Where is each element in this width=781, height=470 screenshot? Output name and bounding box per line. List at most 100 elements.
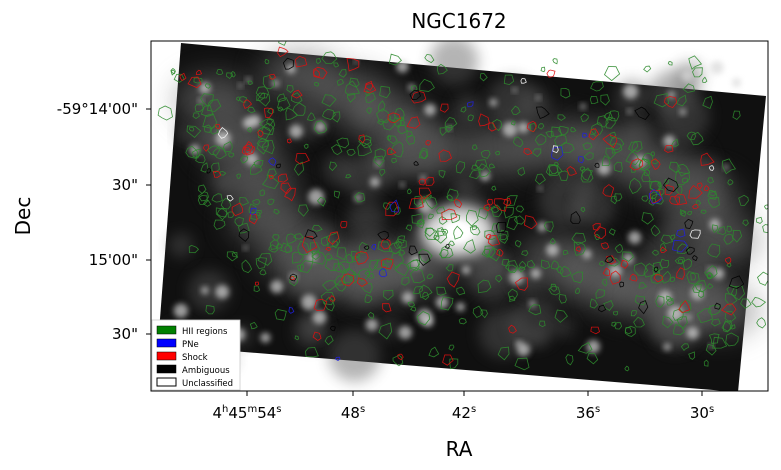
- hii-region-contour: [426, 273, 434, 280]
- shock-region-contour: [688, 184, 703, 199]
- hii-region-contour: [703, 359, 709, 367]
- hii-region-contour: [268, 244, 279, 253]
- hii-region-contour: [707, 243, 721, 258]
- x-tick-label: 4h45m54s: [212, 404, 281, 422]
- hii-region-contour: [405, 224, 413, 232]
- shock-region-contour: [346, 57, 360, 72]
- hii-region-contour: [202, 113, 218, 129]
- shock-region-contour: [442, 354, 454, 366]
- hii-region-contour: [240, 156, 249, 164]
- shock-region-contour: [651, 158, 661, 171]
- x-tick-label: 36s: [576, 404, 600, 422]
- hii-region-contour: [603, 300, 614, 311]
- hii-region-contour: [517, 166, 526, 176]
- hii-region-contour: [188, 244, 199, 254]
- hii-region-contour: [267, 198, 275, 206]
- shock-region-contour: [593, 226, 607, 240]
- hii-region-contour: [708, 333, 720, 344]
- emission-knot: [215, 285, 230, 299]
- emission-knot: [692, 57, 699, 64]
- hii-region-contour: [702, 95, 713, 110]
- hii-region-contour: [346, 149, 356, 156]
- hii-region-contour: [194, 103, 204, 112]
- hii-region-contour: [365, 92, 376, 103]
- hii-region-contour: [692, 284, 702, 293]
- legend-swatch-pne: [156, 338, 177, 348]
- hii-region-contour: [387, 135, 398, 145]
- shock-region-contour: [724, 256, 732, 265]
- hii-region-contour: [416, 218, 425, 229]
- emission-knot: [537, 186, 543, 191]
- emission-knot: [679, 108, 687, 116]
- shock-region-contour: [692, 203, 699, 209]
- hii-region-contour: [581, 169, 594, 181]
- emission-blob: [188, 270, 230, 312]
- emission-knot: [375, 160, 382, 167]
- hii-region-contour: [460, 106, 467, 113]
- hii-region-contour: [422, 291, 430, 301]
- hii-region-contour: [388, 53, 402, 66]
- hii-region-contour: [609, 131, 617, 139]
- hii-region-contour: [296, 264, 304, 272]
- ambiguous-region-contour: [685, 246, 695, 255]
- hii-region-contour: [605, 257, 621, 267]
- hii-region-contour: [411, 213, 424, 225]
- hii-region-contour: [428, 213, 434, 220]
- hii-region-contour: [450, 213, 461, 224]
- hii-region-contour: [419, 78, 435, 92]
- emission-knot: [512, 87, 517, 93]
- shock-region-contour: [364, 80, 374, 91]
- hii-region-contour: [705, 343, 717, 356]
- hii-region-contour: [540, 66, 546, 73]
- emission-blob: [295, 254, 343, 303]
- shock-region-contour: [243, 99, 253, 109]
- hii-region-contour: [700, 209, 707, 215]
- hii-region-contour: [511, 105, 521, 115]
- emission-knot: [529, 300, 536, 308]
- hii-region-contour: [449, 358, 459, 370]
- hii-region-contour: [436, 206, 446, 214]
- hii-region-contour: [204, 83, 211, 89]
- emission-knot: [580, 103, 586, 110]
- unclassified-region-contour: [217, 127, 229, 139]
- hii-region-contour: [392, 117, 400, 123]
- hii-region-contour: [249, 164, 263, 175]
- shock-region-contour: [280, 182, 292, 195]
- hii-region-contour: [277, 97, 291, 111]
- hii-region-contour: [631, 140, 643, 153]
- shock-region-contour: [289, 275, 296, 281]
- hii-region-contour: [648, 197, 656, 206]
- hii-region-contour: [468, 169, 481, 180]
- hii-region-contour: [280, 242, 293, 253]
- hii-region-contour: [657, 181, 662, 187]
- emission-knot: [586, 339, 600, 354]
- hii-region-contour: [458, 317, 467, 325]
- shock-region-contour: [325, 246, 331, 252]
- hii-region-contour: [708, 304, 721, 316]
- y-axis-label: Dec: [11, 197, 35, 236]
- hii-region-contour: [608, 228, 616, 236]
- hii-region-contour: [484, 229, 498, 240]
- hii-region-contour: [540, 259, 551, 270]
- hii-region-contour: [393, 241, 403, 250]
- hii-region-contour: [274, 309, 287, 321]
- shock-region-contour: [676, 267, 685, 280]
- pne-region-contour: [249, 207, 257, 215]
- emission-blob: [556, 319, 574, 337]
- hii-region-contour: [555, 265, 564, 274]
- emission-knot: [312, 310, 327, 325]
- hii-region-contour: [249, 321, 258, 330]
- hii-region-contour: [757, 271, 768, 286]
- hii-region-contour: [276, 243, 283, 249]
- shock-region-contour: [703, 185, 710, 192]
- y-tick-label: 30": [112, 176, 138, 194]
- hii-region-contour: [213, 219, 226, 230]
- hii-region-contour: [453, 225, 464, 240]
- hii-region-contour: [445, 263, 454, 272]
- hii-region-contour: [203, 124, 212, 133]
- hii-region-contour: [401, 276, 410, 286]
- hii-region-contour: [732, 229, 743, 243]
- hii-region-contour: [580, 207, 586, 213]
- hii-region-contour: [197, 195, 208, 205]
- hii-region-contour: [630, 309, 637, 317]
